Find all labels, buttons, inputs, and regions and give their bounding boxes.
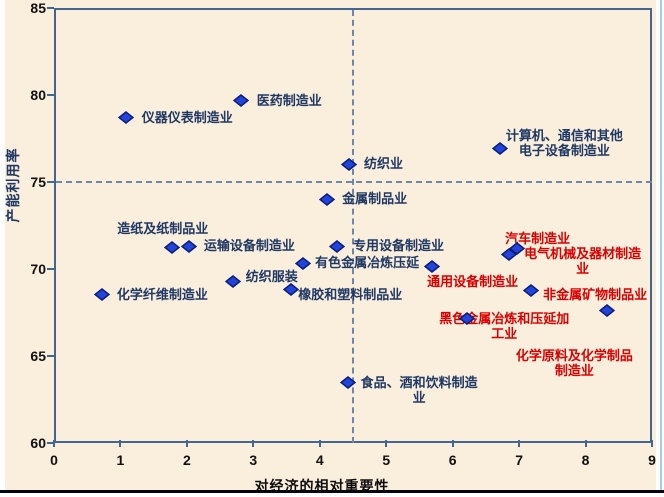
diamond-marker-icon [339,376,356,390]
point-label: 造纸及纸制品业 [117,221,209,237]
x-axis-tick [518,440,521,447]
diamond-marker-icon [180,239,198,253]
y-axis-tick [47,355,54,357]
scatter-point [224,274,241,288]
y-tick-label: 85 [30,0,46,16]
y-tick-label: 80 [30,87,46,103]
y-tick-label: 65 [30,348,46,364]
point-label: 仪器仪表制造业 [141,109,233,125]
x-axis-tick [53,440,55,447]
y-axis-tick [47,7,54,9]
y-axis-tick [47,268,54,270]
scatter-point [328,239,346,253]
point-label: 非金属矿物制品业 [543,286,648,302]
diamond-marker-icon [340,157,358,171]
y-axis-tick [47,181,54,183]
diamond-marker-icon [491,142,509,156]
point-label: 金属制品业 [342,191,408,207]
point-label: 黑色金属冶炼和压延加 工业 [439,311,570,342]
point-label: 化学原料及化学制品 制造业 [515,347,633,378]
x-axis-tick [451,440,454,447]
diamond-marker-icon [224,274,241,288]
scatter-point [318,192,336,206]
x-tick-label: 9 [648,452,656,468]
x-axis-tick [185,440,188,447]
scatter-point [93,288,111,302]
bottom-border-line [0,490,664,493]
diamond-marker-icon [508,242,526,256]
point-label: 汽车制造业 [505,231,571,247]
scatter-point [508,242,526,256]
diamond-marker-icon [598,304,616,318]
scatter-point [339,376,356,390]
scatter-point [522,284,540,298]
point-label: 专用设备制造业 [353,238,445,254]
point-label: 运输设备制造业 [203,238,295,254]
x-tick-label: 1 [116,452,125,468]
x-tick-label: 3 [249,452,258,468]
x-axis-tick [584,440,587,447]
scatter-point [282,282,300,296]
diamond-marker-icon [522,284,540,298]
diamond-marker-icon [294,256,312,270]
point-label: 医药制造业 [256,92,322,108]
x-tick-label: 2 [182,452,191,468]
diamond-marker-icon [93,288,111,302]
scatter-point [340,157,358,171]
reference-line-vertical [352,10,354,443]
diamond-marker-icon [117,111,134,125]
y-tick-label: 60 [30,435,46,451]
point-label: 通用设备制造业 [427,274,519,290]
x-tick-label: 4 [315,452,324,468]
point-label: 纺织服装 [245,269,298,284]
point-label: 纺织业 [364,156,404,172]
reference-line-horizontal [56,181,652,183]
x-tick-label: 6 [448,452,457,468]
y-tick-label: 75 [30,174,46,190]
x-axis-title: 对经济的相对重要性 [254,478,390,494]
x-axis-tick [252,440,255,447]
y-axis-tick [47,442,54,444]
x-tick-label: 7 [515,452,523,468]
scatter-point [117,111,134,125]
diamond-marker-icon [164,240,181,254]
x-axis-tick [385,440,388,447]
scatter-point [180,239,198,253]
point-label: 计算机、通信和其他 电子设备制造业 [505,127,623,158]
diamond-marker-icon [318,192,336,206]
x-tick-label: 8 [581,452,590,468]
scatter-point [232,94,249,108]
y-tick-label: 70 [30,261,46,277]
scatter-point [294,256,312,270]
x-axis-tick [119,440,122,447]
point-label: 食品、酒和饮料制造 业 [360,374,478,405]
diamond-marker-icon [459,311,476,325]
y-axis-tick [47,94,54,96]
scatter-point [164,240,181,254]
x-tick-label: 0 [50,452,58,468]
point-label: 橡胶和塑料制品业 [298,287,403,302]
scatter-point [491,142,509,156]
x-axis-tick [651,440,653,447]
x-axis-tick [318,440,321,447]
point-label: 电气机械及器材制造 业 [524,245,642,276]
x-tick-label: 5 [382,452,391,468]
diamond-marker-icon [423,259,441,273]
point-label: 有色金属冶炼压延 [315,255,420,271]
scatter-point [423,259,441,273]
point-label: 化学纤维制造业 [116,286,208,302]
right-edge-accent-line [660,0,662,490]
scatter-point [598,304,616,318]
diamond-marker-icon [232,94,249,108]
scatter-point [459,311,476,325]
diamond-marker-icon [282,282,300,296]
diamond-marker-icon [328,239,346,253]
